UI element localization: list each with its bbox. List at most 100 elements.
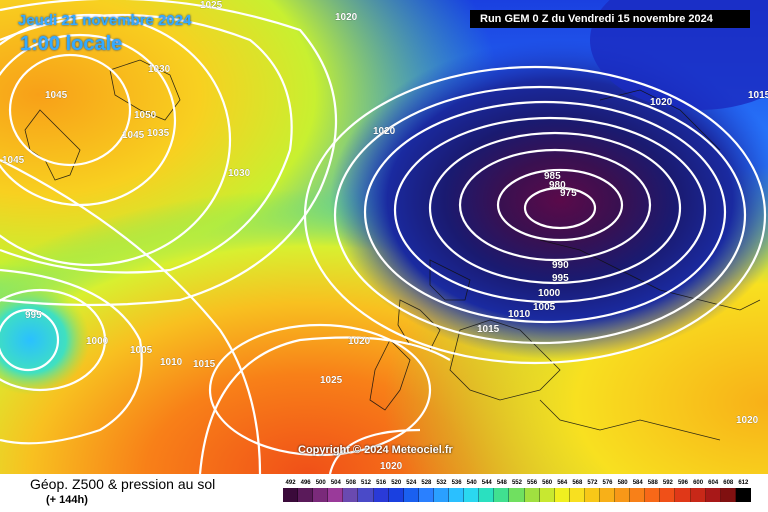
legend-swatch bbox=[283, 488, 299, 502]
isobar-label: 1050 bbox=[134, 110, 157, 121]
legend-swatch bbox=[433, 488, 450, 502]
forecast-time: 1:00 locale bbox=[20, 33, 123, 55]
isobar-label: 995 bbox=[25, 310, 42, 321]
isobar-label: 1020 bbox=[373, 126, 396, 137]
legend-value: 528 bbox=[421, 480, 432, 486]
isobar-label: 1045 bbox=[122, 130, 145, 141]
legend-swatch bbox=[690, 488, 706, 502]
isobar-label: 1000 bbox=[538, 288, 561, 299]
isobar-label: 1045 bbox=[2, 155, 25, 166]
legend-value: 492 bbox=[285, 480, 296, 486]
legend-value: 584 bbox=[632, 480, 643, 486]
isobar-label: 1010 bbox=[160, 357, 183, 368]
legend-swatch bbox=[554, 488, 570, 502]
isobar-label: 1045 bbox=[45, 90, 68, 101]
legend-swatch bbox=[584, 488, 600, 502]
legend-value: 564 bbox=[557, 480, 568, 486]
legend-value: 572 bbox=[587, 480, 598, 486]
isobar-label: 1005 bbox=[533, 302, 556, 313]
legend-swatches bbox=[283, 488, 751, 502]
isobar-label: 995 bbox=[552, 273, 569, 284]
isobar-label: 985 bbox=[544, 171, 561, 182]
isobar-labels: 1025 1020 1045 1050 1045 1035 1045 1030 … bbox=[2, 0, 768, 472]
legend-swatch bbox=[675, 488, 691, 502]
isobar-label: 1035 bbox=[147, 128, 170, 139]
legend-value: 512 bbox=[361, 480, 372, 486]
legend-swatch bbox=[509, 488, 525, 502]
legend-value: 580 bbox=[617, 480, 628, 486]
copyright: Copyright © 2024 Meteociel.fr bbox=[298, 444, 453, 456]
legend-swatch bbox=[645, 488, 661, 502]
legend-value: 536 bbox=[451, 480, 462, 486]
legend-value: 556 bbox=[527, 480, 538, 486]
legend-swatch bbox=[343, 488, 359, 502]
isobar-label: 1020 bbox=[335, 12, 358, 23]
legend-value: 516 bbox=[376, 480, 387, 486]
isobar-label: 990 bbox=[552, 260, 569, 271]
legend-swatch bbox=[298, 488, 314, 502]
legend-value: 552 bbox=[511, 480, 522, 486]
legend-value: 548 bbox=[496, 480, 507, 486]
legend-swatch bbox=[735, 488, 751, 502]
legend-value: 508 bbox=[345, 480, 356, 486]
isobar-label: 1015 bbox=[193, 359, 216, 370]
legend-swatch bbox=[403, 488, 419, 502]
legend-value: 532 bbox=[436, 480, 447, 486]
isobar-label: 1005 bbox=[130, 345, 153, 356]
legend-value: 596 bbox=[677, 480, 688, 486]
isobar-label: 1020 bbox=[380, 461, 403, 472]
legend-swatch bbox=[630, 488, 646, 502]
legend-swatch bbox=[720, 488, 736, 502]
map-canvas: 1025 1020 1045 1050 1045 1035 1045 1030 … bbox=[0, 0, 768, 474]
legend-value: 504 bbox=[330, 480, 341, 486]
legend-value: 524 bbox=[406, 480, 417, 486]
legend-swatch bbox=[494, 488, 510, 502]
isobar-label: 1025 bbox=[320, 375, 343, 386]
isobar-label: 1020 bbox=[348, 336, 371, 347]
legend-value: 568 bbox=[572, 480, 583, 486]
legend-swatch bbox=[479, 488, 495, 502]
isobar-label: 1025 bbox=[200, 0, 223, 11]
legend-swatch bbox=[599, 488, 616, 502]
legend-labels: 492 496 500 504 508 512 516 520 524 528 532 536 540 5… bbox=[283, 480, 751, 486]
legend-value: 612 bbox=[738, 480, 749, 486]
legend-value: 600 bbox=[693, 480, 704, 486]
isobar-label: 1030 bbox=[228, 168, 251, 179]
isobar-label: 975 bbox=[560, 188, 577, 199]
footer: Géop. Z500 & pression au sol (+ 144h) 49… bbox=[0, 474, 768, 512]
legend-value: 496 bbox=[300, 480, 311, 486]
forecast-horizon: (+ 144h) bbox=[46, 494, 88, 506]
legend-value: 560 bbox=[542, 480, 553, 486]
weather-map: 1025 1020 1045 1050 1045 1035 1045 1030 … bbox=[0, 0, 768, 474]
model-run-label: Run GEM 0 Z du Vendredi 15 novembre 2024 bbox=[470, 10, 750, 28]
isobar-label: 1000 bbox=[86, 336, 109, 347]
legend-value: 540 bbox=[466, 480, 477, 486]
isobar-label: 1020 bbox=[736, 415, 759, 426]
legend-swatch bbox=[464, 488, 480, 502]
product-title: Géop. Z500 & pression au sol bbox=[30, 476, 216, 492]
isobar-label: 1015 bbox=[748, 90, 768, 101]
legend-swatch bbox=[328, 488, 344, 502]
isobar-label: 1015 bbox=[477, 324, 500, 335]
legend-value: 588 bbox=[647, 480, 658, 486]
isobar-label: 1010 bbox=[508, 309, 531, 320]
legend-swatch bbox=[539, 488, 555, 502]
legend-swatch bbox=[449, 488, 465, 502]
legend-swatch bbox=[660, 488, 676, 502]
color-legend: 492 496 500 504 508 512 516 520 524 528 532 536 540 5… bbox=[283, 480, 751, 502]
legend-value: 604 bbox=[708, 480, 719, 486]
legend-swatch bbox=[313, 488, 329, 502]
isobar-label: 980 bbox=[549, 180, 566, 191]
legend-value: 608 bbox=[723, 480, 734, 486]
legend-value: 592 bbox=[662, 480, 673, 486]
forecast-date: Jeudi 21 novembre 2024 bbox=[18, 12, 192, 29]
legend-swatch bbox=[569, 488, 585, 502]
isobar-label: 1020 bbox=[650, 97, 673, 108]
legend-swatch bbox=[524, 488, 540, 502]
legend-swatch bbox=[388, 488, 404, 502]
legend-swatch bbox=[418, 488, 434, 502]
legend-swatch bbox=[358, 488, 374, 502]
legend-value: 576 bbox=[602, 480, 613, 486]
legend-value: 544 bbox=[481, 480, 492, 486]
legend-swatch bbox=[705, 488, 721, 502]
